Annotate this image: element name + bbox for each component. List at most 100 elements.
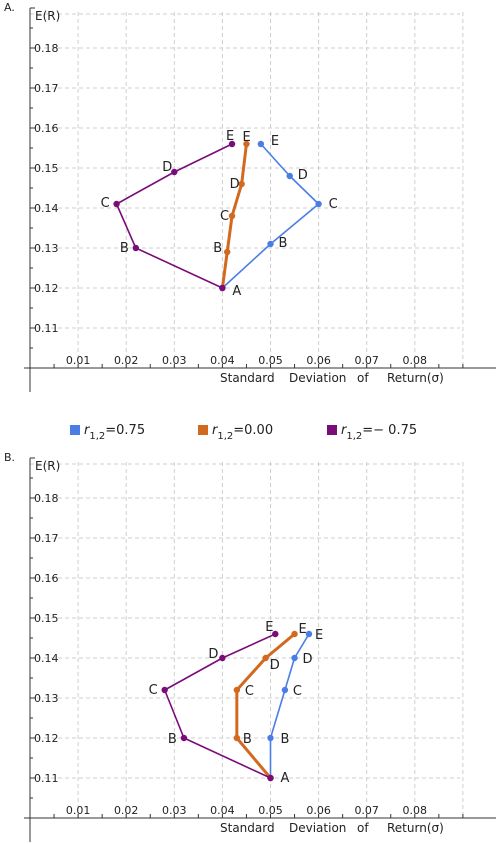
x-tick-label: 0.06 bbox=[306, 354, 331, 367]
point-label: A bbox=[232, 284, 241, 299]
x-axis-label: Return(σ) bbox=[387, 371, 444, 385]
x-axis-label: Deviation bbox=[289, 821, 346, 835]
data-point bbox=[219, 654, 226, 662]
data-point bbox=[113, 200, 120, 208]
point-label: A bbox=[281, 771, 290, 786]
x-tick-label: 0.07 bbox=[354, 804, 379, 817]
legend: r1,2=0.75 r1,2=0.00 r1,2=− 0.75 bbox=[70, 423, 417, 442]
x-tick-label: 0.04 bbox=[210, 804, 235, 817]
y-tick-label: 0.14 bbox=[34, 652, 59, 665]
data-point bbox=[224, 248, 231, 256]
series-2 bbox=[113, 140, 236, 292]
point-label: B bbox=[243, 732, 252, 747]
data-point bbox=[161, 686, 168, 694]
series-1 bbox=[233, 630, 298, 782]
y-tick-label: 0.11 bbox=[34, 322, 59, 335]
grid bbox=[30, 462, 464, 818]
point-label: D bbox=[303, 652, 313, 667]
point-label: E bbox=[226, 129, 234, 144]
y-tick-label: 0.15 bbox=[34, 162, 59, 175]
y-tick-label: 0.11 bbox=[34, 772, 59, 785]
point-label: D bbox=[298, 168, 308, 183]
point-label: B bbox=[213, 241, 222, 256]
point-label: E bbox=[271, 134, 279, 149]
data-point bbox=[233, 734, 241, 742]
point-label: C bbox=[329, 197, 338, 212]
panel-label: A. bbox=[4, 1, 15, 14]
x-axis-label: Standard bbox=[220, 371, 275, 385]
y-tick-label: 0.14 bbox=[34, 202, 59, 215]
point-label: B bbox=[279, 236, 288, 251]
y-tick-label: 0.12 bbox=[34, 732, 59, 745]
grid bbox=[30, 12, 464, 368]
data-point bbox=[305, 630, 313, 638]
point-label: C bbox=[293, 684, 302, 699]
x-axis-label: Deviation bbox=[289, 371, 346, 385]
y-tick-label: 0.16 bbox=[34, 122, 59, 135]
point-label: E bbox=[299, 622, 307, 637]
y-tick-label: 0.16 bbox=[34, 572, 59, 585]
y-axis-label: E(R) bbox=[35, 9, 60, 23]
data-point bbox=[257, 140, 265, 148]
point-label: D bbox=[270, 658, 280, 673]
data-point bbox=[267, 240, 274, 248]
data-point bbox=[291, 654, 298, 662]
x-tick-label: 0.04 bbox=[210, 354, 235, 367]
data-point bbox=[262, 654, 269, 662]
x-tick-label: 0.03 bbox=[162, 804, 187, 817]
y-tick-label: 0.13 bbox=[34, 242, 59, 255]
point-label: D bbox=[162, 160, 172, 175]
data-point bbox=[233, 686, 241, 694]
legend-label: r1,2=− 0.75 bbox=[341, 423, 417, 442]
y-tick-label: 0.15 bbox=[34, 612, 59, 625]
legend-label: r1,2=0.00 bbox=[212, 423, 273, 442]
x-tick-label: 0.08 bbox=[403, 354, 428, 367]
point-label: B bbox=[168, 732, 177, 747]
panel-label: B. bbox=[4, 451, 15, 464]
point-label: B bbox=[281, 732, 290, 747]
x-tick-label: 0.08 bbox=[403, 804, 428, 817]
point-label: C bbox=[149, 683, 158, 698]
x-axis-label: of bbox=[357, 371, 369, 385]
point-label: E bbox=[242, 130, 250, 145]
data-point bbox=[171, 168, 178, 176]
x-axis-label: Return(σ) bbox=[387, 821, 444, 835]
data-point bbox=[272, 630, 279, 638]
x-tick-label: 0.07 bbox=[354, 354, 379, 367]
point-label: C bbox=[245, 684, 254, 699]
point-label: C bbox=[220, 209, 229, 224]
legend-swatch bbox=[70, 425, 80, 435]
data-point bbox=[243, 140, 250, 148]
series-2 bbox=[161, 630, 279, 782]
data-point bbox=[132, 244, 140, 252]
x-tick-label: 0.06 bbox=[306, 804, 331, 817]
data-point bbox=[267, 774, 274, 782]
x-tick-label: 0.05 bbox=[258, 354, 283, 367]
y-tick-label: 0.18 bbox=[34, 492, 59, 505]
data-point bbox=[286, 172, 293, 180]
data-point bbox=[315, 200, 322, 208]
chart-panel-b: B. 0.11 0.12 0.13 0.14 0.15 0.16 0.17 0.18 0.01 0.… bbox=[4, 451, 496, 842]
point-label: D bbox=[208, 647, 218, 662]
point-label: B bbox=[120, 241, 129, 256]
point-label: E bbox=[265, 620, 273, 635]
y-tick-label: 0.17 bbox=[34, 82, 59, 95]
x-tick-label: 0.01 bbox=[66, 354, 91, 367]
y-axis-label: E(R) bbox=[35, 459, 60, 473]
x-axis-label: of bbox=[357, 821, 369, 835]
y-tick-label: 0.13 bbox=[34, 692, 59, 705]
legend-swatch bbox=[327, 425, 337, 435]
series-line bbox=[163, 633, 276, 779]
data-point bbox=[238, 180, 245, 188]
data-point bbox=[180, 734, 188, 742]
data-point bbox=[219, 284, 226, 292]
x-tick-label: 0.02 bbox=[114, 354, 139, 367]
data-point bbox=[228, 212, 236, 220]
x-tick-label: 0.03 bbox=[162, 354, 187, 367]
x-tick-label: 0.05 bbox=[258, 804, 283, 817]
data-point bbox=[228, 140, 236, 148]
data-point bbox=[281, 686, 289, 694]
point-label: E bbox=[315, 628, 323, 643]
chart-panel-a: A. 0.11 0.12 0.13 0.14 0.15 0.16 0.17 0.18 0.01 0.… bbox=[4, 1, 496, 392]
